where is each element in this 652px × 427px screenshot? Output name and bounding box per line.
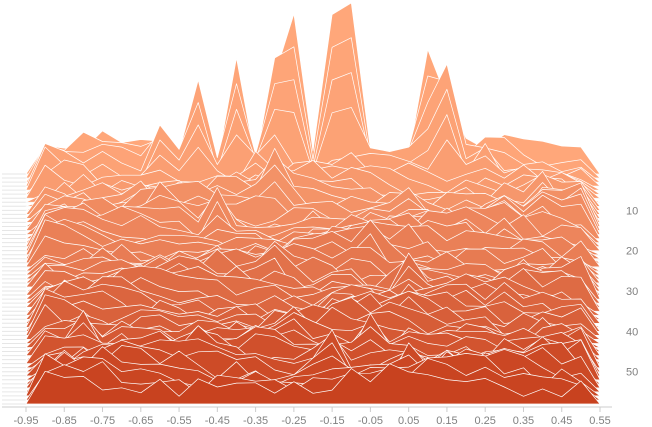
x-tick-label: -0.05 [358,415,383,427]
ridge-series-58 [25,363,601,405]
x-tick-label: -0.65 [128,415,153,427]
ridge-series-group [25,2,601,405]
x-tick-label: -0.25 [281,415,306,427]
x-tick-label: 0.55 [589,415,610,427]
x-tick-label: 0.35 [513,415,534,427]
y-tick-label: 10 [626,205,638,217]
y-tick-label: 30 [626,286,638,298]
x-tick-label: 0.15 [436,415,457,427]
y-axis: 10 20 30 40 50 [626,205,638,378]
y-tick-label: 40 [626,326,638,338]
x-tick-label: -0.35 [243,415,268,427]
x-tick-label: 0.25 [474,415,495,427]
x-tick-label: 0.45 [551,415,572,427]
y-tick-label: 50 [626,367,638,379]
x-tick-label: -0.75 [90,415,115,427]
y-tick-label: 20 [626,246,638,258]
x-tick-label: -0.85 [52,415,77,427]
x-tick-label: 0.05 [398,415,419,427]
x-tick-label: -0.55 [167,415,192,427]
x-tick-label: -0.15 [320,415,345,427]
x-tick-label: -0.95 [13,415,38,427]
x-tick-label: -0.45 [205,415,230,427]
x-axis: -0.95 -0.85 -0.75 -0.65 -0.55 -0.45 -0.35 -0.25… [2,406,612,427]
